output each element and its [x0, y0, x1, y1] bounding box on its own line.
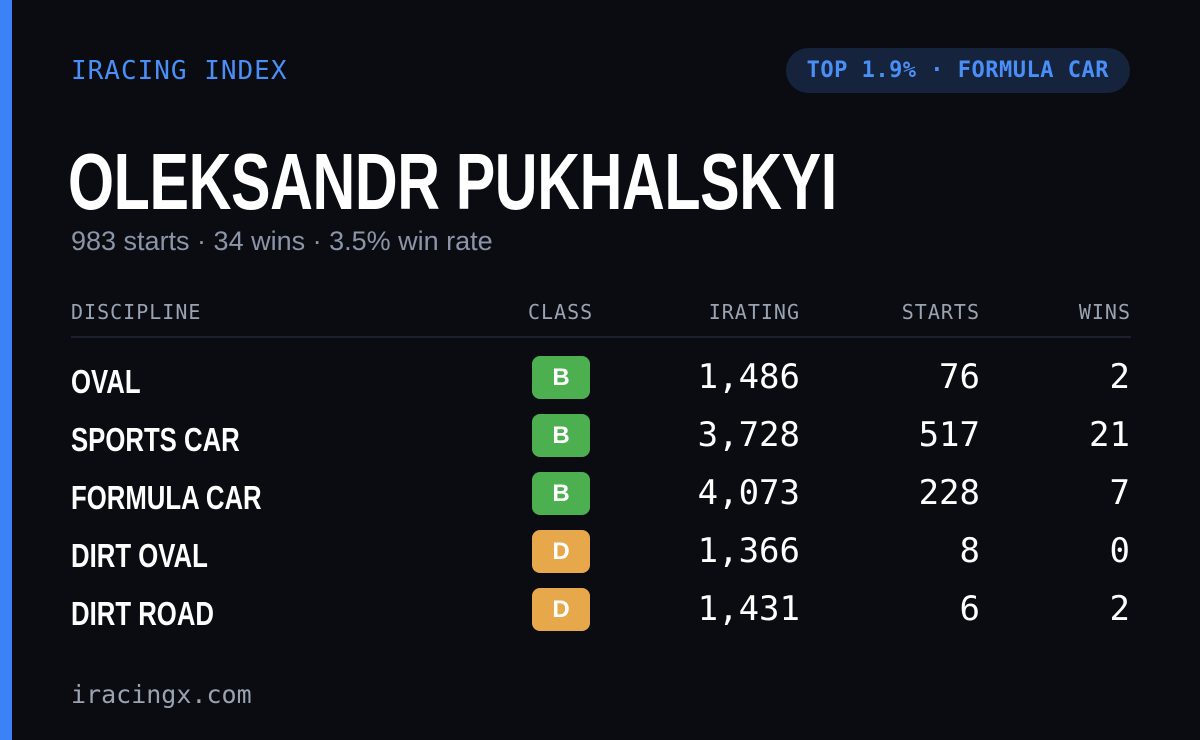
irating-value: 3,728 [697, 415, 800, 455]
irating-value: 1,431 [697, 589, 800, 629]
site-url[interactable]: iracingx.com [71, 680, 252, 709]
brand-title: IRACING INDEX [71, 56, 288, 86]
irating-value: 1,486 [697, 357, 800, 397]
irating-value: 4,073 [697, 473, 800, 513]
accent-bar [0, 0, 12, 740]
starts-value: 6 [959, 589, 980, 629]
driver-summary: 983 starts · 34 wins · 3.5% win rate [71, 226, 493, 256]
wins-value: 2 [1109, 357, 1130, 397]
discipline-name: OVAL [71, 363, 141, 400]
table-header: DISCIPLINE CLASS IRATING STARTS WINS [71, 296, 1131, 338]
discipline-name: FORMULA CAR [71, 479, 262, 516]
wins-value: 21 [1089, 415, 1130, 455]
discipline-table: DISCIPLINE CLASS IRATING STARTS WINS OVA… [71, 296, 1131, 644]
table-row: DIRT OVAL D 1,366 8 0 [71, 528, 1131, 586]
license-class-badge: D [532, 588, 590, 631]
license-class-badge: B [532, 356, 590, 399]
starts-value: 228 [918, 473, 980, 513]
table-row: OVAL B 1,486 76 2 [71, 354, 1131, 412]
wins-value: 2 [1109, 589, 1130, 629]
table-row: SPORTS CAR B 3,728 517 21 [71, 412, 1131, 470]
wins-value: 7 [1109, 473, 1130, 513]
header-wins: WINS [1078, 300, 1131, 324]
header-class: CLASS [528, 300, 594, 324]
table-row: DIRT ROAD D 1,431 6 2 [71, 586, 1131, 644]
table-body: OVAL B 1,486 76 2 SPORTS CAR B 3,728 517… [71, 354, 1131, 644]
license-class-badge: B [532, 472, 590, 515]
irating-value: 1,366 [697, 531, 800, 571]
discipline-name: DIRT ROAD [71, 595, 214, 632]
header-irating: IRATING [708, 300, 800, 324]
discipline-name: DIRT OVAL [71, 537, 208, 574]
starts-value: 517 [918, 415, 980, 455]
driver-name: OLEKSANDR PUKHALSKYI [68, 137, 837, 226]
starts-value: 8 [959, 531, 980, 571]
ranking-badge: TOP 1.9% · FORMULA CAR [785, 48, 1130, 93]
discipline-name: SPORTS CAR [71, 421, 240, 458]
wins-value: 0 [1109, 531, 1130, 571]
starts-value: 76 [939, 357, 980, 397]
header-discipline: DISCIPLINE [71, 300, 202, 324]
license-class-badge: B [532, 414, 590, 457]
license-class-badge: D [532, 530, 590, 573]
table-row: FORMULA CAR B 4,073 228 7 [71, 470, 1131, 528]
header-starts: STARTS [901, 300, 980, 324]
